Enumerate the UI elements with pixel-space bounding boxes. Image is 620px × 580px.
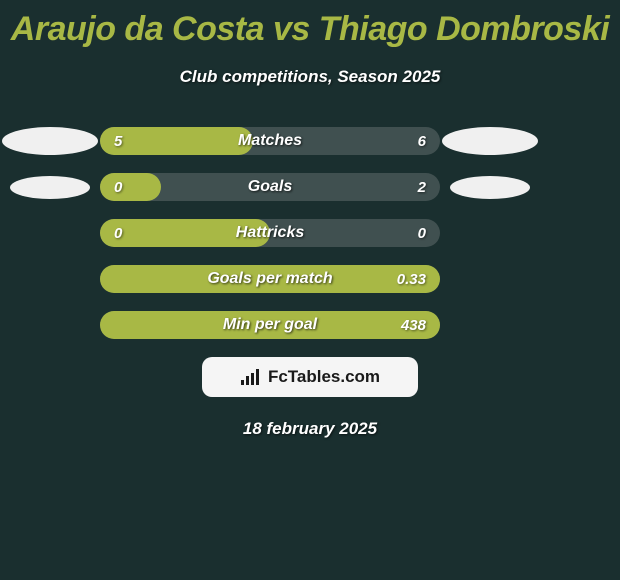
page-title: Araujo da Costa vs Thiago Dombroski [0,0,620,49]
stat-row-goals-per-match: Goals per match 0.33 [0,265,620,293]
stat-label: Hattricks [236,224,304,242]
bar-track: 5 Matches 6 [100,127,440,155]
right-value: 0 [418,225,426,242]
bar-fill [100,127,253,155]
right-value: 6 [418,133,426,150]
stat-label: Goals [248,178,292,196]
bar-track: 0 Goals 2 [100,173,440,201]
right-value: 2 [418,179,426,196]
right-player-icon [440,176,540,199]
avatar-ellipse-icon [2,127,98,155]
badge-text: FcTables.com [268,367,380,387]
stat-row-goals: 0 Goals 2 [0,173,620,201]
bar-track: Min per goal 438 [100,311,440,339]
avatar-ellipse-icon [442,127,538,155]
subtitle: Club competitions, Season 2025 [0,67,620,87]
stat-label: Goals per match [207,270,332,288]
date-label: 18 february 2025 [0,419,620,439]
avatar-ellipse-icon [450,176,530,199]
avatar-ellipse-icon [10,176,90,199]
bar-track: 0 Hattricks 0 [100,219,440,247]
left-value: 0 [114,179,122,196]
right-value: 438 [401,317,426,334]
bar-fill [100,173,161,201]
stat-label: Matches [238,132,302,150]
stat-row-matches: 5 Matches 6 [0,127,620,155]
left-value: 0 [114,225,122,242]
bar-track: Goals per match 0.33 [100,265,440,293]
stat-row-min-per-goal: Min per goal 438 [0,311,620,339]
comparison-chart: 5 Matches 6 0 Goals 2 0 Hattricks 0 G [0,127,620,339]
left-player-icon [0,176,100,199]
left-player-icon [0,127,100,155]
right-player-icon [440,127,540,155]
stat-label: Min per goal [223,316,317,334]
source-badge[interactable]: FcTables.com [202,357,418,397]
stat-row-hattricks: 0 Hattricks 0 [0,219,620,247]
left-value: 5 [114,133,122,150]
bars-icon [240,368,262,386]
right-value: 0.33 [397,271,426,288]
